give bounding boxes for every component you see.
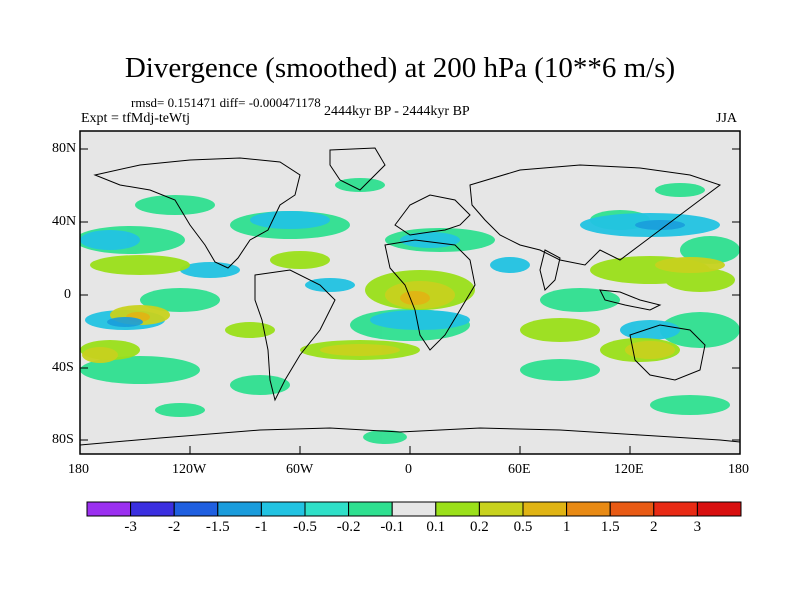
divergence-field [80, 178, 740, 444]
colorbar-swatch [304, 501, 350, 517]
colorbar-swatch [217, 501, 262, 517]
colorbar-swatch [653, 501, 698, 517]
colorbar-swatch [391, 501, 437, 517]
colorbar-swatch [696, 501, 742, 517]
lat-label: 80S [52, 432, 74, 447]
colorbar-label: -1.5 [205, 519, 230, 535]
colorbar-label: -0.5 [293, 519, 317, 535]
colorbar-label: 1 [562, 519, 571, 535]
colorbar-label: 2 [650, 519, 658, 535]
colorbar-label: -0.2 [336, 519, 361, 535]
colorbar-label: -3 [124, 519, 137, 535]
colorbar-swatch [130, 501, 175, 517]
lon-label: 180 [728, 462, 749, 477]
colorbar-swatch [348, 501, 393, 517]
lon-label: 60W [286, 462, 314, 477]
coastlines [80, 147, 740, 446]
colorbar-swatch [173, 501, 219, 517]
colorbar-swatch [478, 501, 524, 517]
lon-label: 60E [508, 462, 531, 477]
colorbar-swatch [86, 501, 132, 517]
lat-label: 80N [52, 141, 77, 156]
stats-line: rmsd= 0.151471 diff= -0.000471178 [131, 95, 321, 110]
colorbar [86, 501, 742, 517]
lon-label: 120E [614, 462, 644, 477]
lat-label: 0 [64, 287, 71, 302]
colorbar-label: 0.2 [470, 519, 489, 535]
lon-label: 0 [405, 462, 412, 477]
colorbar-swatch [260, 501, 306, 517]
lon-label: 120W [172, 462, 207, 477]
lat-ticks [80, 148, 740, 441]
colorbar-swatch [522, 501, 568, 517]
colorbar-swatch [609, 501, 655, 517]
lat-label: 40N [52, 214, 77, 229]
colorbar-label: 0.1 [426, 519, 446, 535]
colorbar-label: 0.5 [513, 519, 533, 535]
colorbar-label: 3 [693, 519, 702, 535]
colorbar-label: 1.5 [600, 519, 620, 535]
colorbar-label: -2 [167, 519, 181, 535]
lon-ticks [189, 446, 631, 454]
season-label: JJA [716, 111, 738, 126]
experiment-label: Expt = tfMdj-teWtj [81, 111, 190, 126]
plot-title: Divergence (smoothed) at 200 hPa (10**6 … [124, 52, 676, 84]
colorbar-label: -1 [255, 519, 268, 535]
colorbar-swatch [435, 501, 480, 517]
lon-label: 180 [68, 462, 89, 477]
colorbar-swatch [566, 501, 611, 517]
period-label: 2444kyr BP - 2444kyr BP [324, 104, 470, 119]
lat-label: 40S [52, 360, 74, 375]
colorbar-label: -0.1 [380, 519, 405, 535]
